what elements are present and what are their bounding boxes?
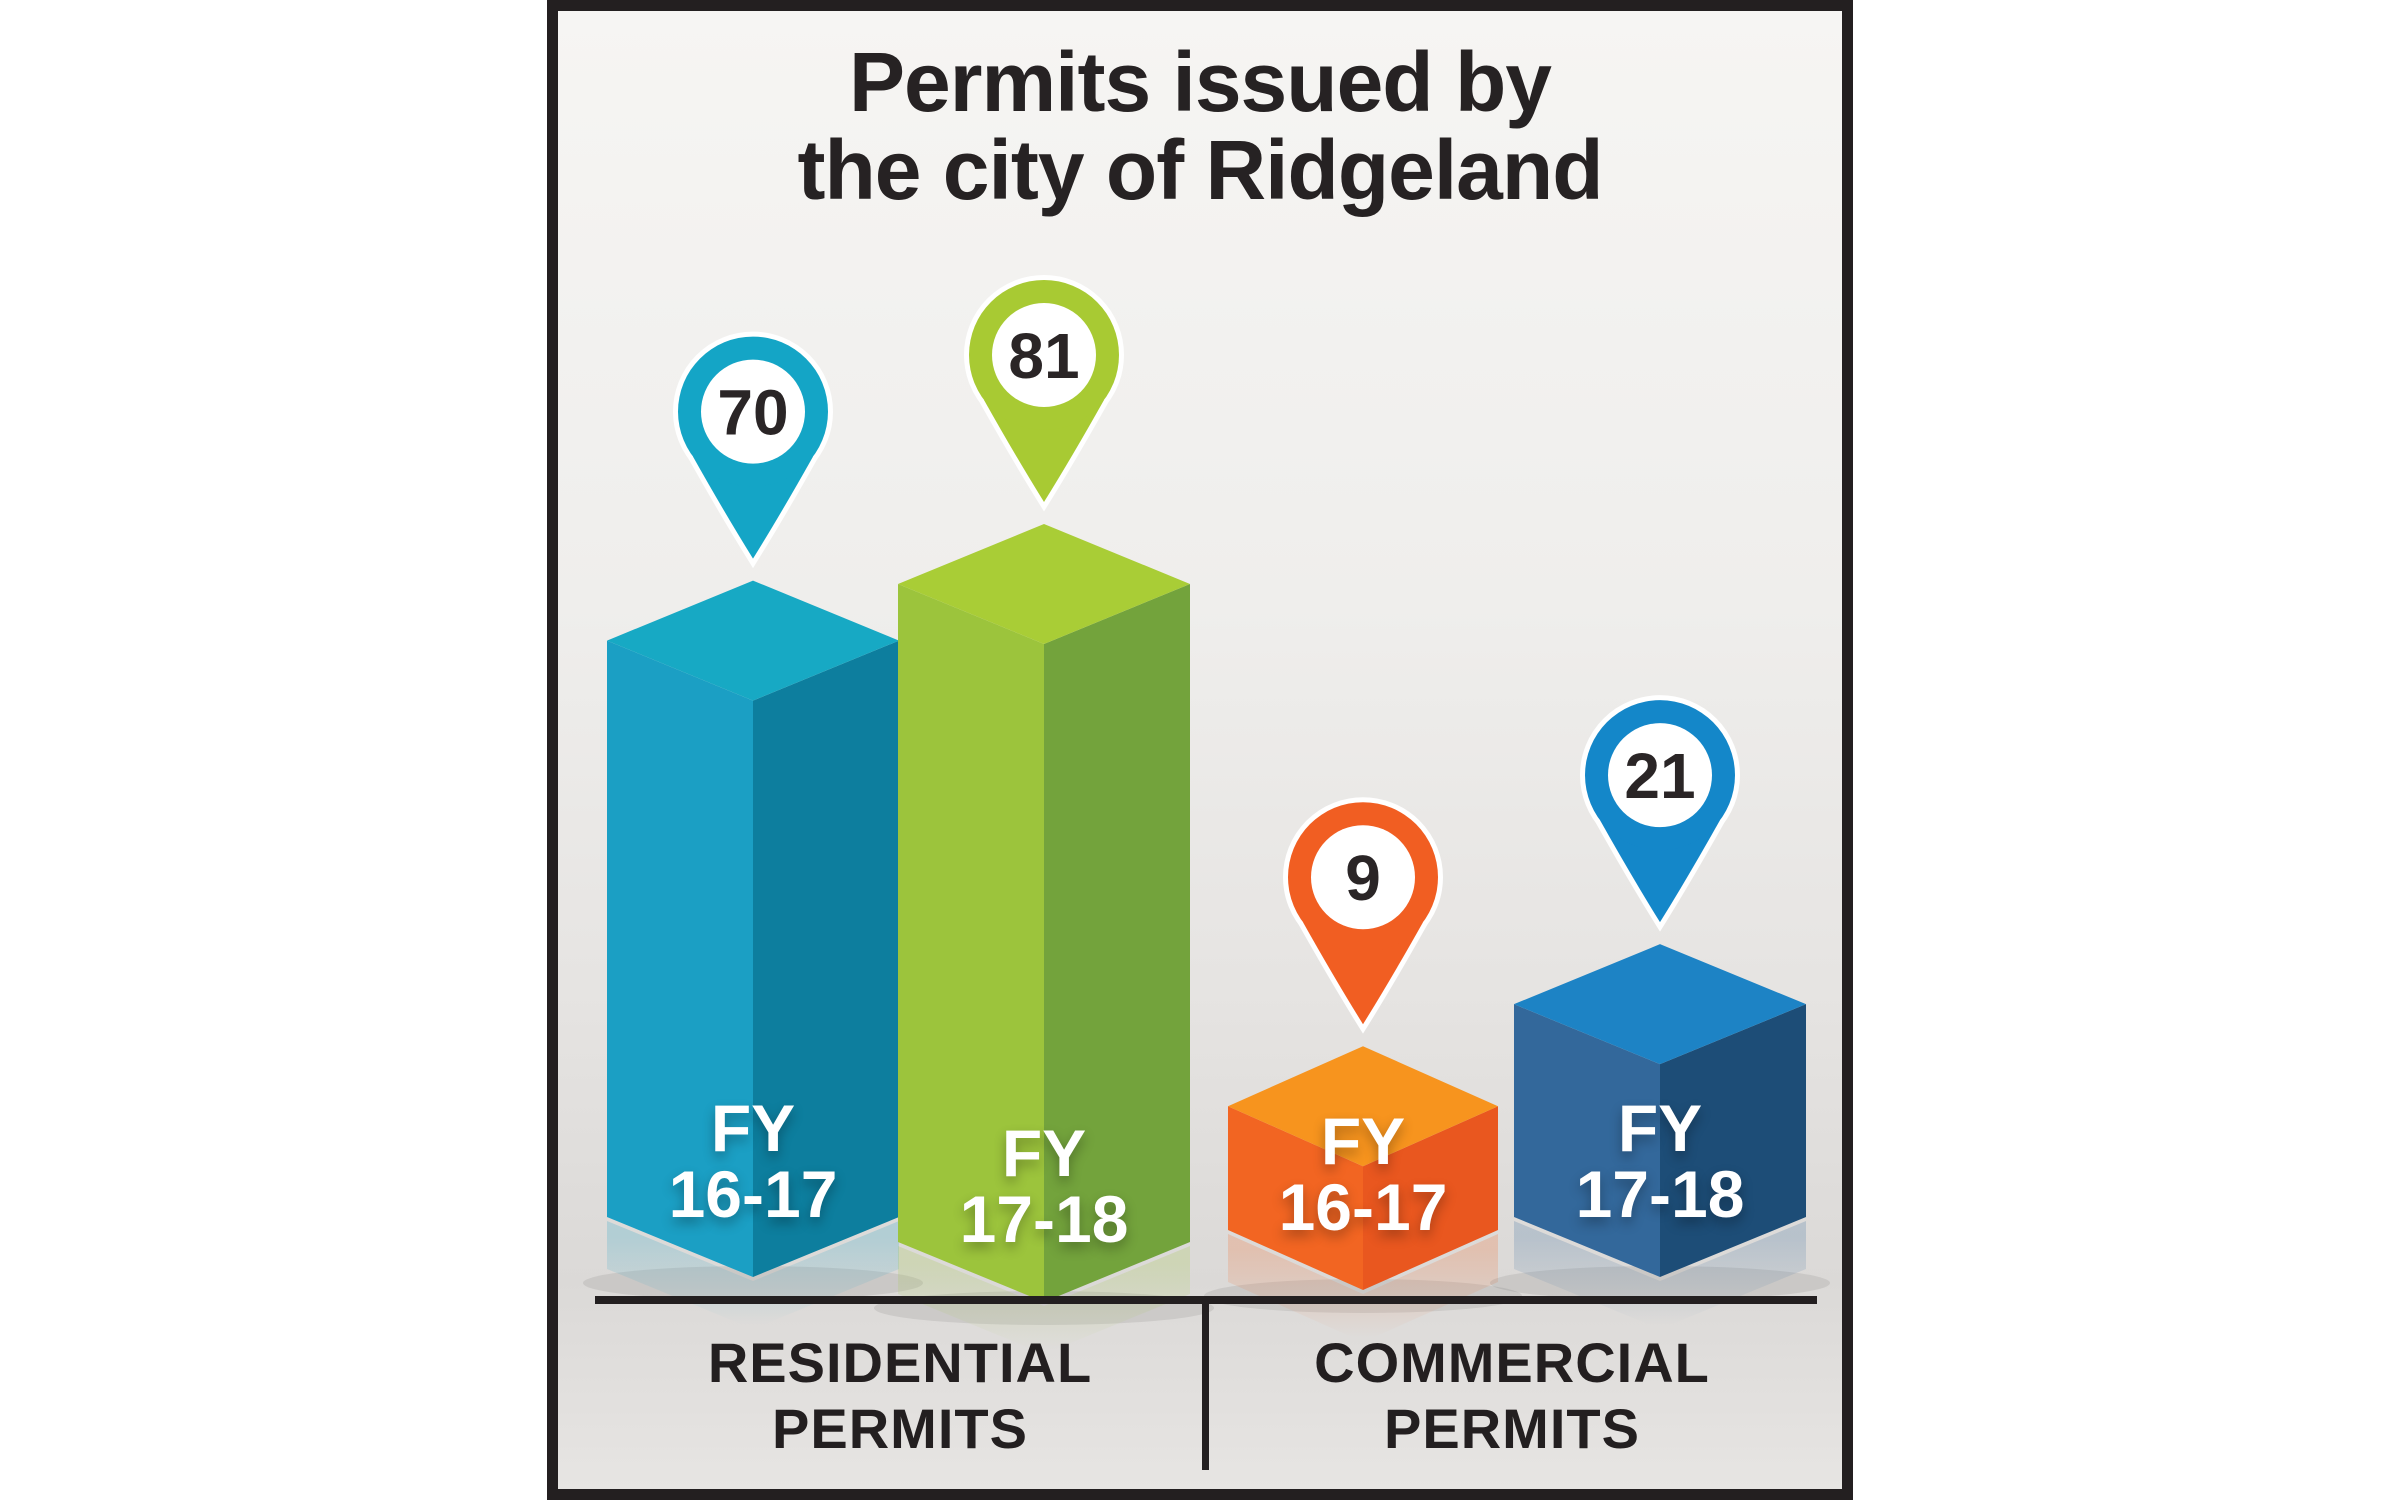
pin-value-residential-fy-17-18: 81 — [1008, 320, 1079, 392]
bar-reflection-residential-fy-16-17 — [607, 1221, 899, 1329]
bar-left-face-residential-fy-16-17 — [607, 640, 753, 1277]
pin-inner-circle-commercial-fy-16-17 — [1311, 825, 1415, 930]
pin-value-commercial-fy-16-17: 9 — [1345, 842, 1381, 914]
bar-group-residential-fy-16-17: 70 — [583, 331, 923, 1329]
pin-value-commercial-fy-17-18: 21 — [1624, 740, 1695, 812]
bar-reflection-commercial-fy-17-18 — [1514, 1221, 1806, 1329]
pin-value-residential-fy-16-17: 70 — [717, 377, 788, 449]
bar-reflection-commercial-fy-16-17 — [1228, 1234, 1498, 1342]
pin-inner-circle-residential-fy-17-18 — [992, 302, 1096, 407]
value-pin-residential-fy-16-17: 70 — [673, 331, 833, 569]
pin-tail-residential-fy-17-18 — [984, 399, 1104, 502]
bar-left-face-residential-fy-17-18 — [898, 583, 1044, 1302]
value-pin-commercial-fy-16-17: 9 — [1283, 797, 1443, 1034]
bar-right-face-commercial-fy-16-17 — [1363, 1106, 1498, 1290]
bar-right-face-residential-fy-17-18 — [1044, 583, 1190, 1302]
pin-tail-commercial-fy-16-17 — [1303, 922, 1423, 1025]
pin-inner-circle-residential-fy-16-17 — [701, 359, 805, 464]
bar-right-face-residential-fy-16-17 — [753, 640, 899, 1277]
pin-tail-residential-fy-16-17 — [693, 456, 813, 559]
bar-top-face-commercial-fy-17-18 — [1514, 944, 1806, 1065]
bar-right-face-commercial-fy-17-18 — [1660, 1004, 1806, 1277]
bar-top-face-commercial-fy-16-17 — [1228, 1046, 1498, 1167]
bar-left-face-commercial-fy-16-17 — [1228, 1106, 1363, 1290]
pin-tail-commercial-fy-17-18 — [1600, 820, 1720, 923]
bar-top-face-residential-fy-17-18 — [898, 523, 1190, 644]
section-divider-line — [1202, 1304, 1209, 1470]
bar-group-residential-fy-17-18: 81 — [874, 274, 1214, 1354]
value-pin-residential-fy-17-18: 81 — [964, 274, 1124, 512]
value-pin-commercial-fy-17-18: 21 — [1580, 695, 1740, 932]
pin-inner-circle-commercial-fy-17-18 — [1608, 723, 1712, 828]
bar-left-face-commercial-fy-17-18 — [1514, 1004, 1660, 1277]
bar-group-commercial-fy-17-18: 21 — [1490, 695, 1830, 1329]
bar-top-face-residential-fy-16-17 — [607, 580, 899, 701]
baseline-rule — [595, 1296, 1817, 1304]
bar-group-commercial-fy-16-17: 9 — [1204, 797, 1522, 1342]
